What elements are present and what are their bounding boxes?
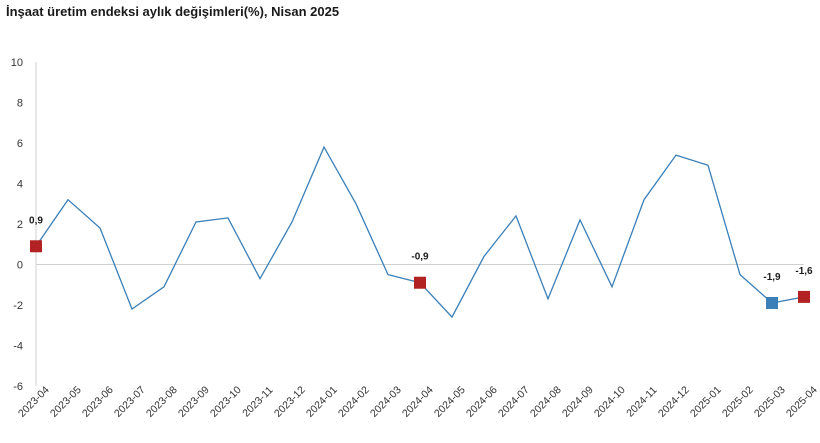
- data-point-marker: [30, 240, 42, 253]
- x-tick-label: 2025-03: [752, 384, 788, 420]
- data-point-marker: [798, 290, 810, 303]
- y-tick-label: -4: [13, 341, 23, 353]
- data-point-marker: [766, 296, 778, 309]
- data-label: -1,9: [763, 272, 781, 283]
- x-tick-label: 2025-01: [688, 384, 724, 420]
- y-tick-label: 8: [17, 98, 23, 110]
- chart-title: İnşaat üretim endeksi aylık değişimleri(…: [6, 4, 340, 19]
- y-tick-label: -2: [13, 300, 23, 312]
- x-tick-label: 2023-12: [272, 384, 308, 420]
- data-label: -1,6: [795, 266, 813, 277]
- x-tick-label: 2023-10: [208, 384, 244, 420]
- y-tick-label: 2: [17, 219, 23, 231]
- y-tick-label: 4: [17, 179, 23, 191]
- x-tick-label: 2023-05: [48, 384, 84, 420]
- x-tick-label: 2024-12: [656, 384, 692, 420]
- x-tick-label: 2024-02: [336, 384, 372, 420]
- x-tick-label: 2023-06: [80, 384, 116, 420]
- x-tick-label: 2024-01: [304, 384, 340, 420]
- y-tick-label: 0: [17, 260, 23, 272]
- x-tick-label: 2023-08: [144, 384, 180, 420]
- x-tick-label: 2024-05: [432, 384, 468, 420]
- x-tick-label: 2024-07: [496, 384, 532, 420]
- x-tick-label: 2024-04: [400, 384, 436, 420]
- x-tick-label: 2024-08: [528, 384, 564, 420]
- x-tick-label: 2024-06: [464, 384, 500, 420]
- x-tick-label: 2024-11: [624, 384, 659, 419]
- x-tick-label: 2023-11: [240, 384, 275, 419]
- data-point-marker: [414, 276, 426, 289]
- y-tick-label: 6: [17, 138, 23, 150]
- y-tick-label: -6: [13, 381, 23, 393]
- x-tick-label: 2024-10: [592, 384, 628, 420]
- x-tick-label: 2023-09: [176, 384, 212, 420]
- data-label: 0,9: [29, 215, 43, 226]
- x-tick-label: 2025-04: [784, 384, 820, 420]
- x-tick-label: 2024-03: [368, 384, 404, 420]
- x-tick-label: 2025-02: [720, 384, 756, 420]
- x-tick-label: 2023-07: [112, 384, 148, 420]
- data-label: -0,9: [411, 252, 429, 263]
- series-line: [35, 145, 805, 319]
- y-tick-label: 10: [11, 57, 23, 69]
- x-tick-label: 2024-09: [560, 384, 596, 420]
